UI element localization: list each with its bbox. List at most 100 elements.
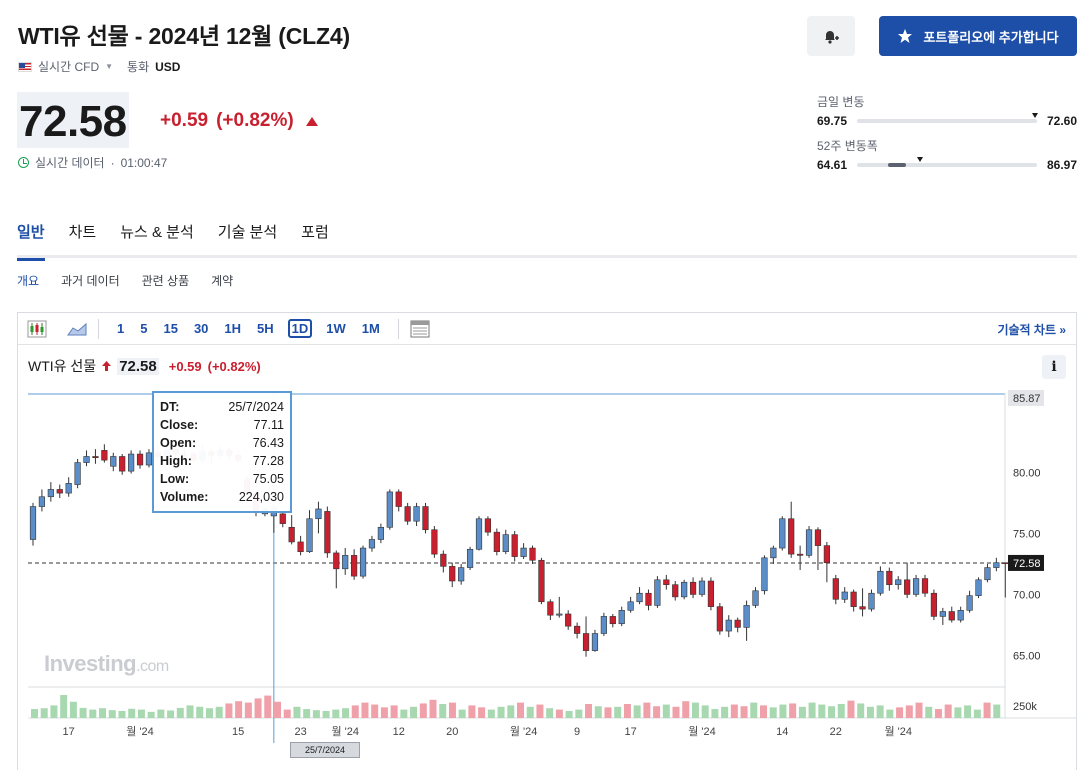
volume-bar (672, 706, 680, 718)
add-alert-button[interactable] (807, 16, 855, 56)
candle-body (904, 579, 911, 595)
candle-body (645, 592, 652, 606)
source-type[interactable]: 실시간 CFD (38, 60, 100, 74)
volume-bar (283, 709, 291, 718)
tab-chart[interactable]: 차트 (68, 224, 97, 241)
volume-bar (604, 707, 612, 718)
candle-body (565, 613, 572, 627)
candle-body (449, 566, 456, 582)
volume-bar (69, 701, 77, 718)
subtab-contract[interactable]: 계약 (211, 274, 234, 288)
change-value: +0.59 (160, 110, 209, 131)
current-price-label: 72.58 (1013, 558, 1041, 570)
candle-body (74, 462, 81, 485)
tooltip-date: 25/7/2024 (228, 400, 284, 414)
volume-bar (371, 704, 379, 718)
x-tick-label: 9 (574, 726, 580, 738)
interval-1h[interactable]: 1H (224, 321, 242, 336)
tab-forum[interactable]: 포럼 (301, 224, 329, 241)
info-icon[interactable]: i (1042, 355, 1066, 379)
volume-bar (390, 705, 398, 718)
volume-bar (915, 702, 923, 718)
interval-30[interactable]: 30 (193, 321, 209, 336)
volume-bar (410, 706, 418, 718)
price-chart[interactable]: 65.00 70.00 75.00 80.00 85.87 72.58 250k 17 월 '2… (18, 313, 1076, 770)
subtab-overview[interactable]: 개요 (17, 274, 40, 288)
week52-range-label: 52주 변동폭 (817, 139, 878, 153)
candle-body (582, 633, 590, 651)
chart-change-percent: (+0.82%) (207, 358, 261, 374)
volume-bar (779, 704, 787, 718)
volume-bar (128, 708, 136, 718)
tooltip-close: 77.11 (253, 418, 284, 432)
technical-chart-link[interactable]: 기술적 차트 » (997, 323, 1066, 337)
candle-body (957, 610, 964, 621)
tab-news-analysis[interactable]: 뉴스 & 분석 (120, 224, 194, 241)
candle-body (761, 557, 768, 592)
candle-body (912, 578, 920, 595)
candle-body (368, 539, 376, 549)
volume-bar (750, 702, 758, 718)
interval-1[interactable]: 1 (117, 321, 125, 336)
candle-body (92, 456, 99, 459)
add-to-portfolio-button[interactable]: 포트폴리오에 추가합니다 (879, 16, 1077, 56)
last-price: 72.58 (19, 97, 127, 146)
sub-tabs: 개요 과거 데이터 관련 상품 계약 (17, 272, 233, 289)
week52-range-bar (857, 157, 1037, 167)
candle-body (850, 591, 857, 607)
volume-bar (701, 705, 709, 718)
tooltip-low: 75.05 (252, 472, 284, 486)
instrument-meta: 실시간 CFD ▼ 통화 USD (18, 58, 180, 75)
week52-range-high: 86.97 (1046, 158, 1077, 172)
volume-bar (293, 706, 301, 718)
candlestick-icon[interactable] (26, 320, 48, 338)
y-tick-label: 70.00 (1013, 589, 1041, 601)
interval-1m[interactable]: 1M (361, 321, 380, 336)
volume-bar (40, 708, 48, 718)
interval-5h[interactable]: 5H (257, 321, 274, 336)
volume-bar (653, 706, 661, 718)
tab-general[interactable]: 일반 (17, 214, 45, 261)
table-icon[interactable] (409, 320, 431, 338)
chart-change: +0.59 (168, 358, 202, 374)
tab-technical[interactable]: 기술 분석 (217, 224, 278, 241)
volume-bar (944, 704, 952, 718)
volume-axis-label: 250k (1013, 701, 1037, 713)
subtab-related[interactable]: 관련 상품 (141, 274, 190, 288)
candle-body (886, 570, 893, 585)
x-tick-label: 월 '24 (331, 725, 359, 738)
volume-bar (682, 701, 690, 718)
candle-body (654, 579, 661, 606)
volume-bar (439, 704, 447, 718)
volume-bar (235, 701, 243, 718)
candle-body (797, 553, 804, 556)
volume-bar (468, 705, 476, 718)
volume-bar (196, 706, 204, 718)
volume-bar (614, 706, 622, 718)
interval-5[interactable]: 5 (140, 321, 148, 336)
area-chart-icon[interactable] (66, 320, 88, 338)
candle-body (895, 579, 902, 585)
investing-watermark: Investing.com (44, 651, 169, 676)
candle-body (101, 450, 108, 461)
subtab-historical[interactable]: 과거 데이터 (61, 274, 120, 288)
candle-body (351, 555, 358, 577)
interval-1w[interactable]: 1W (326, 321, 346, 336)
volume-bar (351, 705, 359, 718)
x-tick-label: 월 '24 (126, 725, 154, 738)
volume-bar (983, 702, 991, 718)
volume-bar (205, 708, 213, 718)
volume-bar (623, 704, 631, 718)
candle-body (663, 579, 670, 585)
interval-1d[interactable]: 1D (287, 319, 313, 338)
chevron-down-icon[interactable]: ▼ (105, 62, 114, 71)
currency-value: USD (155, 59, 181, 74)
interval-15[interactable]: 15 (163, 321, 178, 336)
add-to-portfolio-label: 포트폴리오에 추가합니다 (923, 29, 1059, 45)
volume-bar (312, 710, 320, 718)
candle-body (993, 562, 1000, 568)
volume-bar (886, 709, 894, 718)
candle-body (413, 506, 420, 522)
candle-body (511, 534, 518, 557)
volume-bar (905, 705, 913, 718)
